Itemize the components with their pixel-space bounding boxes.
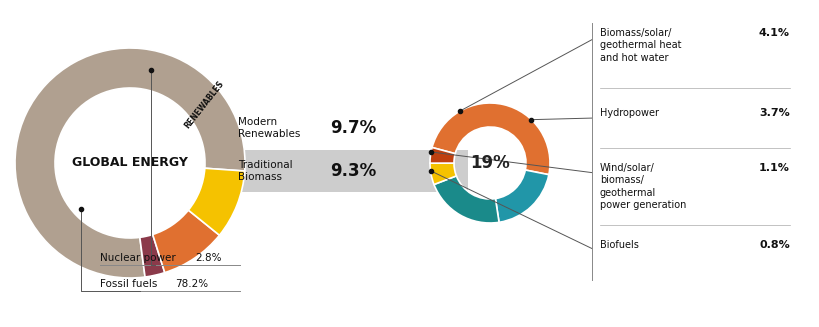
Text: 78.2%: 78.2% <box>174 279 208 289</box>
Wedge shape <box>15 48 245 278</box>
Text: Biofuels: Biofuels <box>600 240 638 250</box>
Text: RENEWABLES: RENEWABLES <box>183 79 226 130</box>
Wedge shape <box>495 170 548 222</box>
Text: GLOBAL ENERGY: GLOBAL ENERGY <box>72 157 188 169</box>
Wedge shape <box>152 210 219 273</box>
Wedge shape <box>432 103 550 175</box>
Wedge shape <box>140 234 165 277</box>
Text: Wind/solar/
biomass/
geothermal
power generation: Wind/solar/ biomass/ geothermal power ge… <box>600 163 686 210</box>
Wedge shape <box>188 168 244 235</box>
Wedge shape <box>429 147 455 163</box>
Text: Traditional
Biomass: Traditional Biomass <box>238 160 292 182</box>
Text: 9.3%: 9.3% <box>329 162 376 180</box>
Text: 1.1%: 1.1% <box>758 163 789 173</box>
Wedge shape <box>429 163 456 184</box>
Text: Fossil fuels: Fossil fuels <box>100 279 157 289</box>
Text: Modern
Renewables: Modern Renewables <box>238 117 300 139</box>
Text: 4.1%: 4.1% <box>758 28 789 38</box>
Text: 0.8%: 0.8% <box>758 240 789 250</box>
Text: 3.7%: 3.7% <box>758 108 789 118</box>
Wedge shape <box>433 176 499 223</box>
Text: Hydropower: Hydropower <box>600 108 658 118</box>
Text: 9.7%: 9.7% <box>329 119 376 137</box>
Bar <box>228 150 468 192</box>
Text: 2.8%: 2.8% <box>195 253 221 263</box>
Text: Nuclear power: Nuclear power <box>100 253 175 263</box>
Text: 19%: 19% <box>469 154 509 172</box>
Text: Biomass/solar/
geothermal heat
and hot water: Biomass/solar/ geothermal heat and hot w… <box>600 28 681 63</box>
